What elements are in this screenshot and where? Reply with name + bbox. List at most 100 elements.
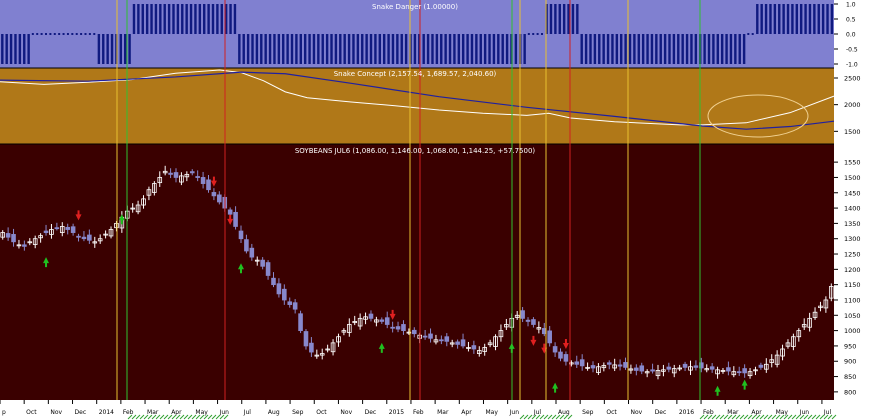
snake-danger-bar (685, 34, 689, 64)
snake-danger-bar (624, 34, 627, 64)
candle-body (601, 365, 607, 369)
snake-danger-bar (690, 34, 693, 64)
snake-danger-dot (31, 33, 34, 35)
buy-arrow-icon (118, 214, 125, 225)
snake-danger-bar (808, 4, 812, 34)
sell-arrow-icon (75, 210, 82, 221)
snake-danger-bar (391, 34, 395, 64)
x-tick-label: p (2, 409, 6, 416)
candle-body (449, 342, 455, 345)
snake-danger-bar (273, 34, 276, 64)
snake-danger-bar (295, 34, 298, 64)
snake-danger-bar (404, 34, 408, 64)
snake-danger-bar (124, 34, 127, 64)
snake-danger-bar (242, 34, 245, 64)
x-tick-label: Mar (147, 409, 159, 416)
snake-danger-title: Snake Danger (1.00000) (372, 3, 458, 11)
candle-body (184, 173, 190, 178)
snake-danger-bar (461, 34, 465, 64)
x-tick-label: Oct (606, 409, 617, 416)
snake-danger-dot (66, 33, 69, 35)
snake-danger-bar (282, 34, 285, 64)
candle-body (536, 327, 542, 330)
candle-body (590, 365, 596, 369)
snake-danger-bar (365, 34, 368, 64)
signal-hatch (527, 414, 533, 420)
snake-danger-bar (558, 4, 561, 34)
y-tick-label: 1450 (844, 189, 861, 197)
snake-danger-bar (413, 34, 417, 64)
snake-danger-bar (159, 4, 162, 34)
snake-danger-bar (738, 34, 741, 64)
snake-danger-bar (633, 34, 636, 64)
candle-body (157, 177, 163, 184)
signal-hatch (551, 414, 557, 420)
candle-body (460, 339, 466, 347)
candle-body (352, 321, 358, 324)
signal-hatch (783, 414, 789, 420)
candle-body (195, 176, 200, 178)
candle-body (487, 342, 493, 346)
snake-danger-bar (339, 34, 342, 64)
snake-danger-bar (141, 4, 144, 34)
y-tick-label: 850 (844, 373, 856, 381)
candle-body (498, 330, 504, 338)
y-tick-label: 900 (844, 358, 856, 366)
candle-body (520, 310, 525, 319)
candle-body (49, 229, 54, 235)
candle-body (303, 331, 309, 347)
snake-danger-bar (830, 4, 834, 34)
signal-hatch (803, 414, 809, 420)
candle-body (493, 336, 498, 347)
signal-hatch (727, 414, 733, 420)
snake-danger-bar (791, 4, 794, 34)
x-tick-label: Mar (727, 409, 739, 416)
signal-hatch (795, 414, 801, 420)
snake-danger-bar (207, 4, 210, 34)
y-tick-label: 950 (844, 342, 856, 350)
candle-body (189, 171, 195, 174)
snake-danger-bar (106, 34, 109, 64)
snake-danger-bar (716, 34, 719, 64)
signal-hatch (811, 414, 817, 420)
candle-body (617, 364, 623, 367)
candle-body (0, 232, 6, 238)
candle-body (525, 319, 531, 322)
y-tick-label: 2000 (844, 101, 861, 109)
snake-danger-bar (189, 4, 193, 34)
candle-body (70, 226, 76, 233)
x-tick-label: Apr (171, 409, 182, 416)
snake-danger-bar (330, 34, 333, 64)
snake-danger-bar (334, 34, 338, 64)
snake-danger-bar (264, 34, 267, 64)
candle-body (27, 241, 33, 244)
snake-danger-bar (1, 34, 4, 64)
candle-body (282, 288, 287, 301)
candle-body (265, 262, 271, 276)
x-tick-label: Oct (26, 409, 37, 416)
snake-danger-bar (650, 34, 654, 64)
candle-body (476, 350, 482, 354)
signal-hatch (563, 414, 569, 420)
snake-danger-bar (18, 34, 22, 64)
snake-danger-bar (216, 4, 219, 34)
snake-danger-bar (611, 34, 614, 64)
y-tick-label: 800 (844, 388, 856, 396)
snake-danger-bar (778, 4, 781, 34)
snake-danger-bar (154, 4, 158, 34)
snake-danger-bar (268, 34, 272, 64)
snake-danger-dot (532, 33, 535, 35)
right-axis-background (834, 0, 880, 420)
snake-danger-bar (176, 4, 180, 34)
buy-arrow-icon (552, 382, 559, 393)
snake-danger-bar (361, 34, 364, 64)
snake-danger-bar (659, 34, 662, 64)
snake-danger-bar (694, 34, 698, 64)
signal-hatch (759, 414, 765, 420)
signal-hatch (519, 414, 525, 420)
snake-danger-dot (53, 33, 56, 35)
candle-body (87, 234, 92, 241)
candle-body (238, 230, 244, 240)
candle-body (514, 314, 520, 318)
snake-danger-bar (317, 34, 320, 64)
